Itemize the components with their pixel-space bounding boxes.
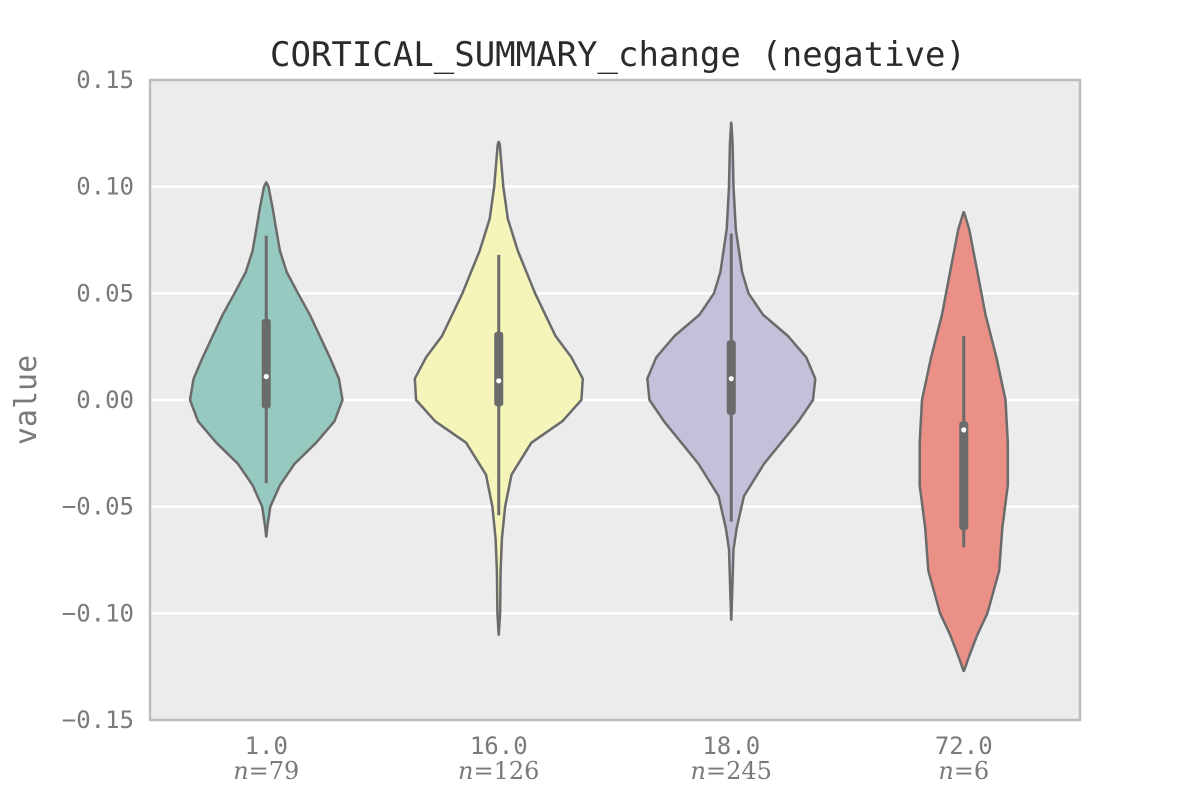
count-prefix: n <box>938 757 953 785</box>
chart-title: CORTICAL_SUMMARY_change (negative) <box>270 35 966 75</box>
violin-box <box>959 421 969 531</box>
violin-median <box>496 378 502 384</box>
y-tick-label: 0.10 <box>76 173 134 201</box>
count-value: =79 <box>249 757 300 785</box>
count-value: =245 <box>706 757 772 785</box>
x-tick-label: 1.0 <box>245 732 288 760</box>
violins <box>188 121 1010 673</box>
violin-median <box>728 376 734 382</box>
violin-median <box>961 427 967 433</box>
violin-box <box>494 331 504 407</box>
count-value: =126 <box>474 757 540 785</box>
violin-box <box>261 318 271 409</box>
x-tick-count-label: n=245 <box>691 757 772 785</box>
y-tick-label: −0.15 <box>62 706 134 734</box>
x-tick-count-label: n=6 <box>938 757 989 785</box>
y-tick-label: −0.05 <box>62 493 134 521</box>
x-tick-count-label: n=126 <box>458 757 539 785</box>
y-tick-label: 0.05 <box>76 279 134 307</box>
x-tick-label: 16.0 <box>470 732 528 760</box>
count-prefix: n <box>458 757 473 785</box>
y-tick-label: 0.15 <box>76 66 134 94</box>
x-tick-label: 18.0 <box>702 732 760 760</box>
y-tick-label: 0.00 <box>76 386 134 414</box>
plot-frame <box>148 78 1082 722</box>
count-prefix: n <box>233 757 248 785</box>
y-tick-label: −0.10 <box>62 599 134 627</box>
x-tick-count-label: n=79 <box>233 757 299 785</box>
violin-median <box>263 373 269 380</box>
count-value: =6 <box>954 757 989 785</box>
y-axis-label: value <box>9 355 44 445</box>
count-prefix: n <box>691 757 706 785</box>
y-ticks: 0.15 0.10 0.05 0.00 −0.05 −0.10 −0.15 <box>62 66 134 734</box>
x-tick-label: 72.0 <box>935 732 993 760</box>
